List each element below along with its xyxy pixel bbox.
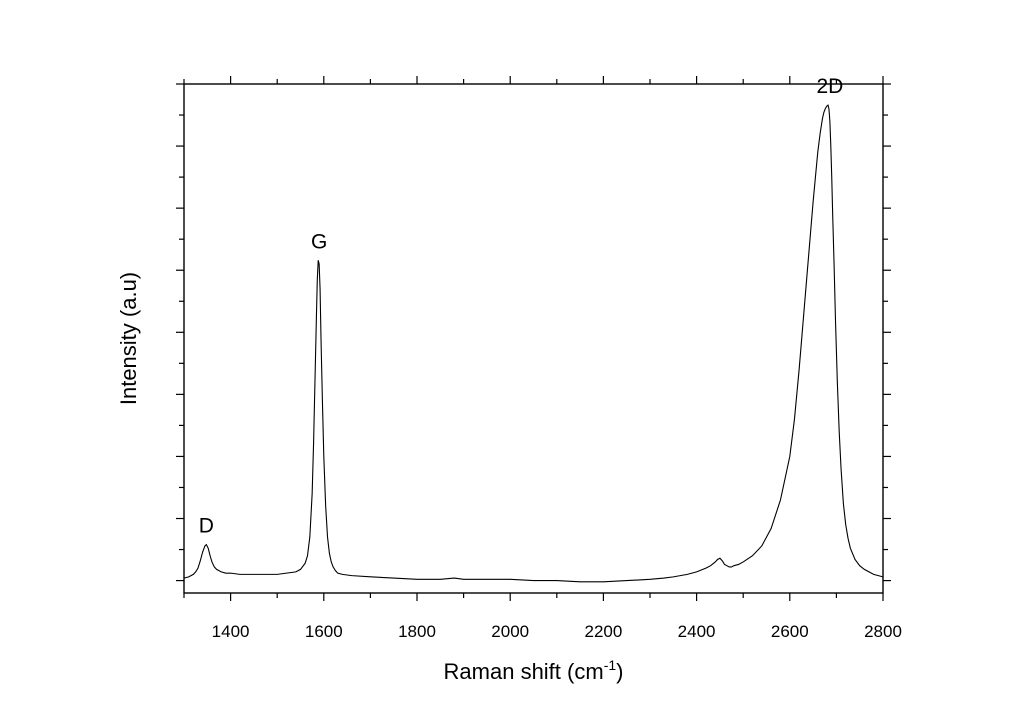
axis-ticks	[176, 76, 891, 601]
x-axis-title: Raman shift (cm-1)	[444, 657, 624, 684]
x-axis-title-main: Raman shift (cm	[444, 659, 604, 684]
x-tick-label: 2000	[491, 622, 529, 641]
x-axis-title-superscript: -1	[604, 657, 617, 673]
peak-annotations: D G 2D	[199, 75, 844, 537]
peak-label-2d: 2D	[816, 75, 843, 98]
x-tick-label: 1600	[305, 622, 343, 641]
y-axis-title: Intensity (a.u)	[116, 272, 141, 405]
spectrum-line	[183, 104, 884, 583]
peak-label-d: D	[199, 515, 214, 538]
x-tick-label: 2800	[864, 622, 902, 641]
x-axis-title-suffix: )	[616, 659, 623, 684]
x-tick-label: 1800	[398, 622, 436, 641]
peak-label-g: G	[311, 230, 327, 253]
x-tick-labels: 1400 1600 1800 2000 2200 2400 2600 2800	[212, 622, 902, 641]
x-tick-label: 2200	[584, 622, 622, 641]
x-tick-label: 1400	[212, 622, 250, 641]
plot-border	[183, 83, 884, 594]
plot-frame	[183, 83, 884, 594]
x-tick-label: 2600	[771, 622, 809, 641]
x-tick-label: 2400	[678, 622, 716, 641]
